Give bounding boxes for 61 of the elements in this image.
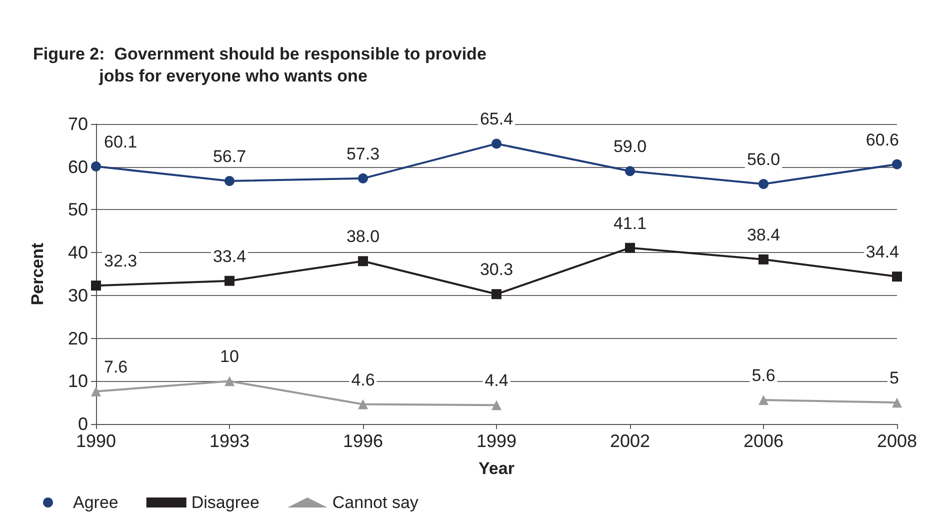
y-tick-label: 50: [68, 200, 88, 220]
text: 41.1: [613, 214, 647, 233]
text: 10: [220, 347, 239, 366]
text: 5: [890, 368, 899, 388]
y-tick-label: 20: [68, 328, 88, 348]
text: 5.6: [752, 366, 776, 385]
text: 65.4: [480, 110, 514, 129]
y-tick-label: 60: [68, 156, 88, 177]
x-tick-label: 1993: [209, 431, 250, 451]
point: [758, 179, 768, 189]
text: 57.3: [346, 144, 380, 164]
text: 56.0: [746, 150, 780, 169]
y-axis-title: Percent: [28, 242, 47, 306]
point: [625, 166, 635, 176]
text: 38.4: [746, 225, 780, 244]
x-axis-title: Year: [478, 459, 515, 478]
x-tick-label: 1999: [476, 431, 517, 451]
point: [892, 272, 902, 282]
y-tick-label: 30: [68, 285, 88, 306]
legend-label: Disagree: [191, 493, 260, 512]
text: 7.6: [104, 357, 128, 376]
point: [758, 254, 768, 264]
text: 32.3: [104, 252, 138, 271]
point: [625, 242, 635, 253]
text: 34.4: [866, 242, 899, 262]
text: 33.4: [212, 246, 246, 266]
text: 38.0: [346, 227, 380, 246]
point: [492, 400, 502, 410]
point: [358, 399, 368, 410]
point: [492, 289, 502, 300]
point: [91, 386, 101, 396]
text: 56.7: [212, 147, 246, 166]
point: [892, 398, 902, 408]
text: 60.6: [866, 130, 899, 150]
point: [758, 395, 768, 405]
text: 60.1: [104, 132, 138, 152]
x-tick-label: 2006: [743, 431, 784, 451]
y-tick-label: 70: [68, 114, 88, 134]
point: [492, 138, 502, 149]
x-tick-label: 1990: [76, 431, 116, 451]
chart-title: Figure 2: Government should be responsible to provide jobs for everyone who wants one: [33, 44, 486, 86]
point: [91, 280, 101, 291]
text: 30.3: [480, 260, 514, 280]
text: 59.0: [613, 137, 647, 156]
legend-label: Agree: [73, 493, 118, 512]
point: [358, 173, 368, 184]
y-tick-label: 10: [68, 371, 88, 392]
point: [224, 176, 234, 186]
text: 4.6: [351, 370, 375, 390]
point: [224, 276, 234, 286]
point: [91, 161, 101, 172]
point: [224, 376, 234, 386]
point: [892, 159, 902, 170]
y-tick-label: 40: [68, 242, 88, 263]
x-tick-label: 1996: [342, 431, 384, 451]
text: 4.4: [484, 371, 508, 390]
legend-label: Cannot say: [332, 493, 419, 512]
point: [358, 256, 368, 266]
y-tick-label: 0: [78, 414, 88, 434]
x-tick-label: 2008: [876, 431, 918, 451]
x-tick-label: 2002: [610, 431, 650, 451]
